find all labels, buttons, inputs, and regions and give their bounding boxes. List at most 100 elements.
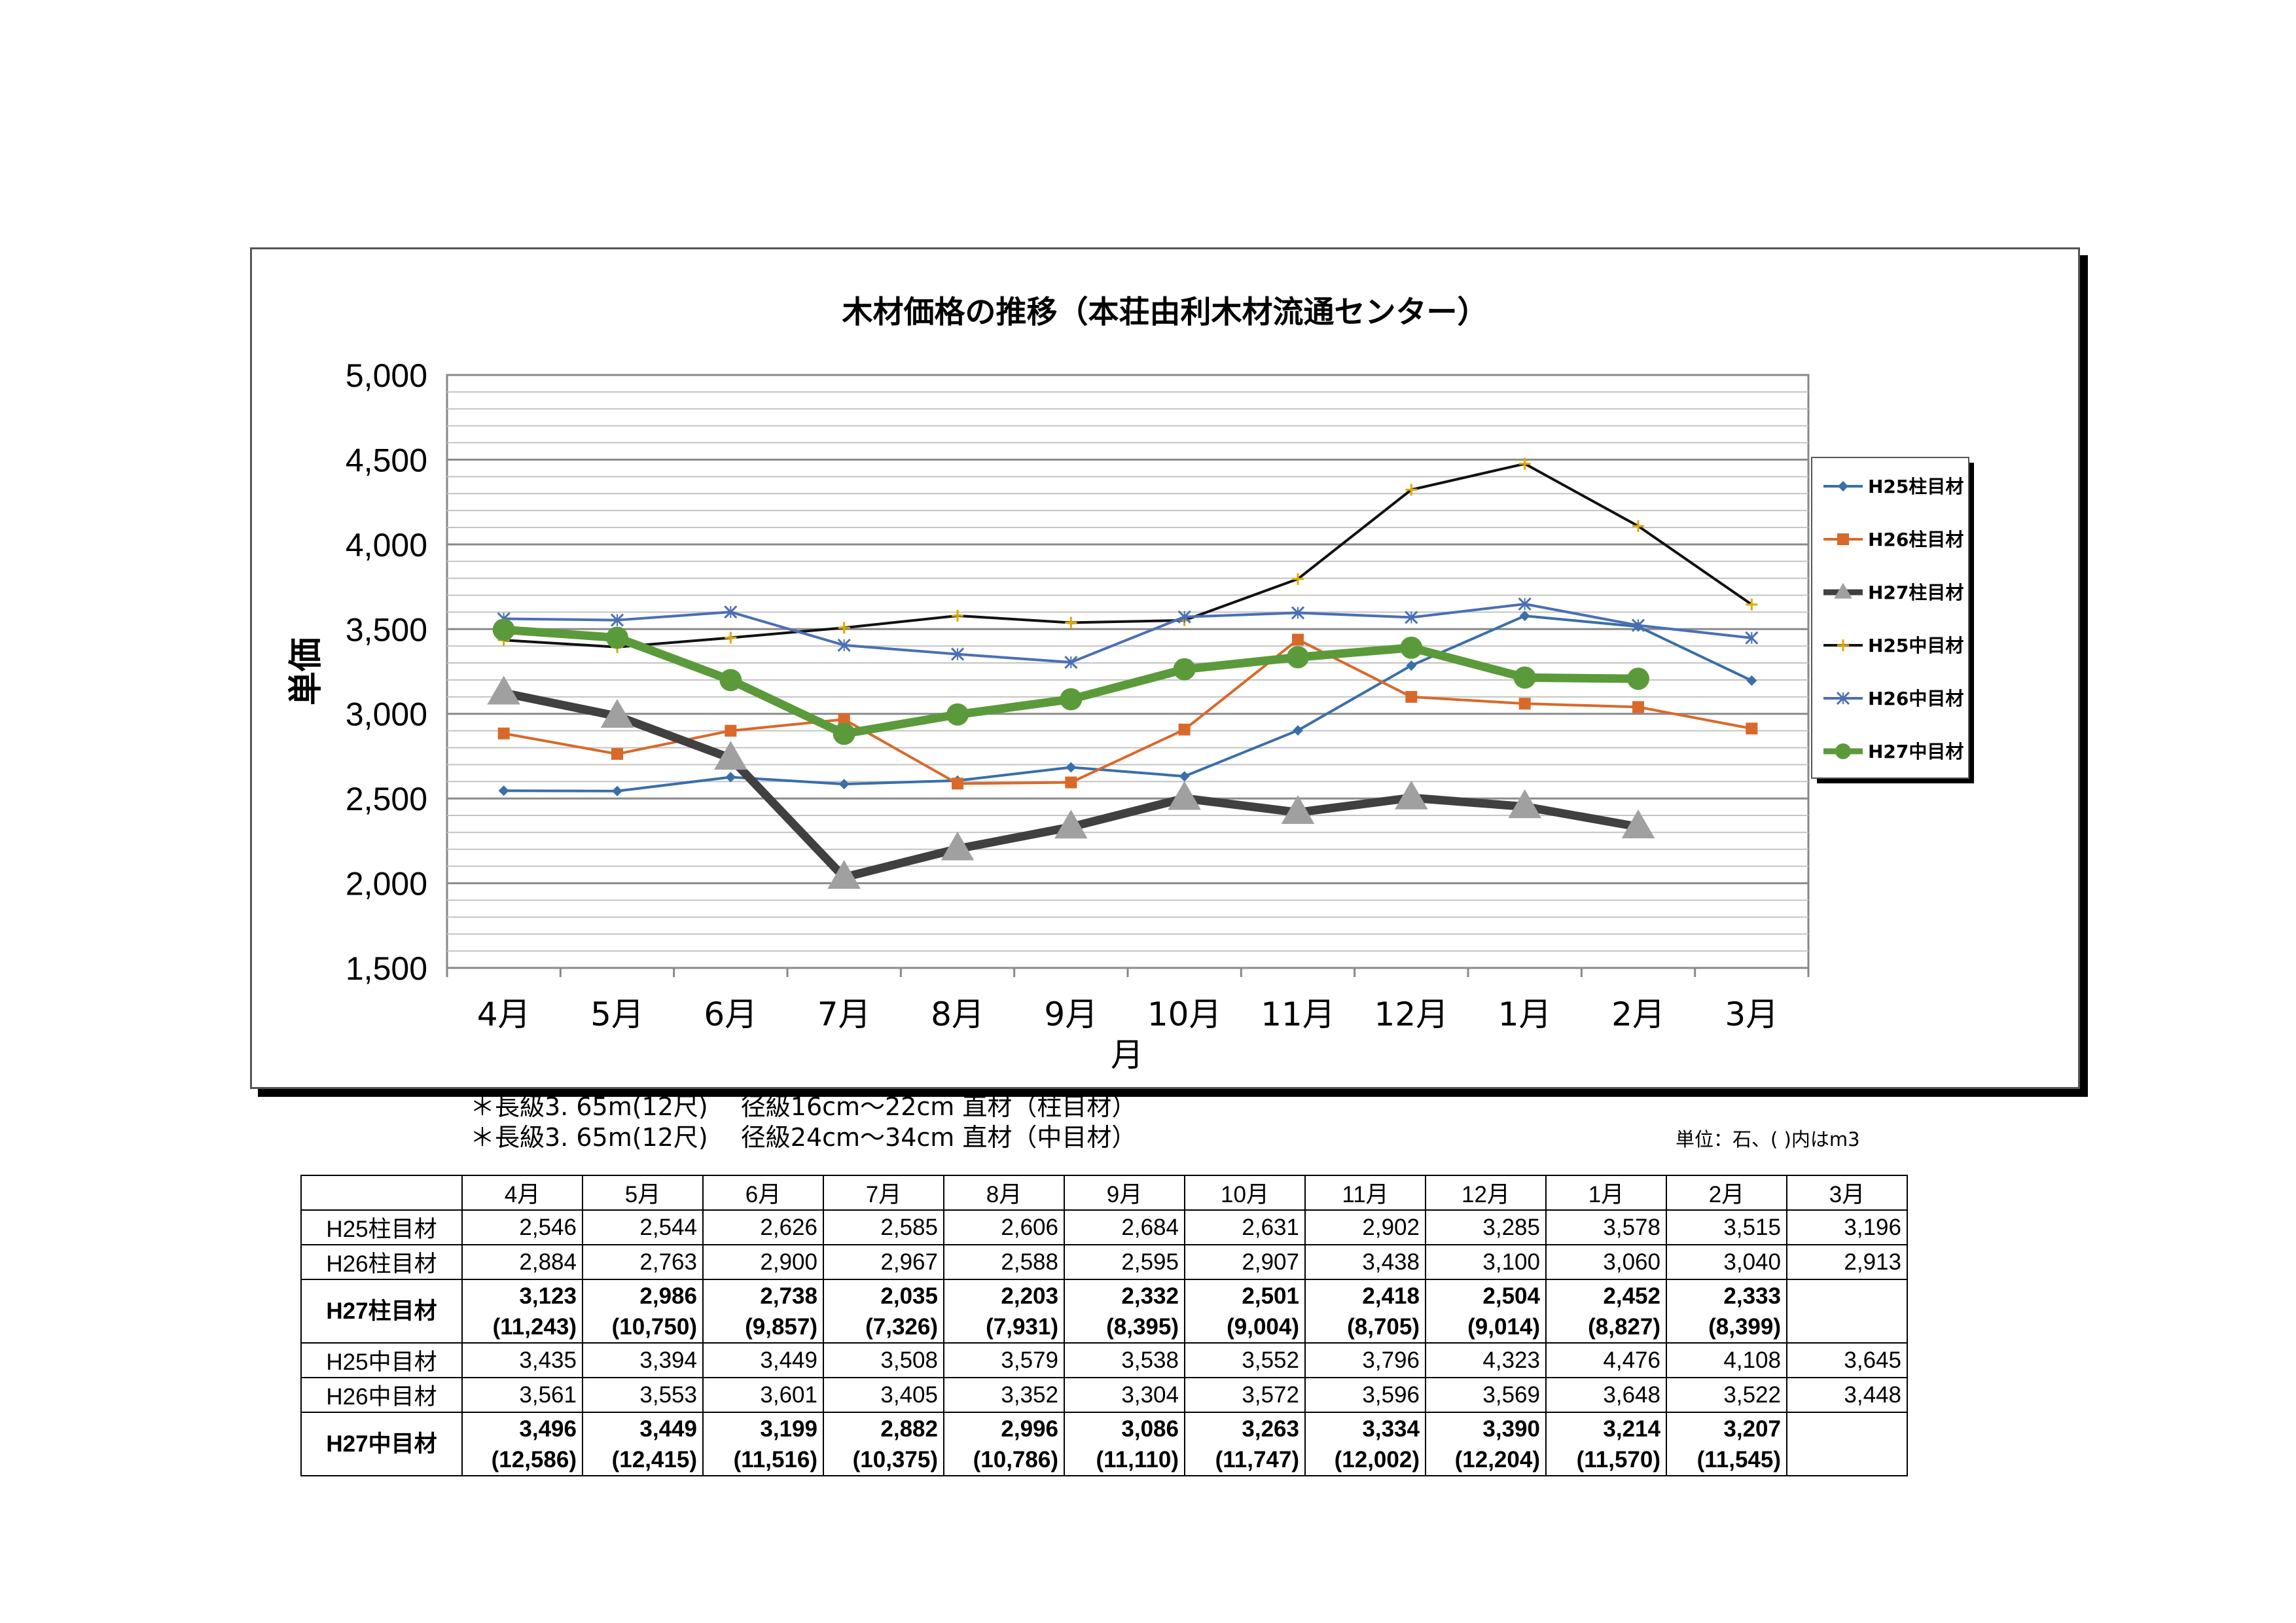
legend-box xyxy=(1811,457,1969,779)
table-cell: 3,522 xyxy=(1666,1377,1787,1413)
data-point xyxy=(1746,675,1757,686)
price-koku: 3,207 xyxy=(1723,1416,1781,1442)
table-cell: 3,196 xyxy=(1786,1209,1908,1245)
table-cell: 3,100 xyxy=(1425,1244,1547,1280)
data-point xyxy=(1177,610,1191,624)
price-m3: (9,857) xyxy=(745,1313,817,1340)
table-cell: 3,553 xyxy=(582,1377,704,1413)
table-header-cell: 10月 xyxy=(1184,1175,1306,1211)
price-koku: 2,333 xyxy=(1723,1283,1781,1309)
y-tick-label: 2,500 xyxy=(346,781,427,817)
data-point xyxy=(611,748,623,760)
data-point xyxy=(719,669,742,692)
table-cell: 3,648 xyxy=(1545,1377,1667,1413)
price-table: 4月 5月 6月 7月 8月 9月 10月 11月 12月 1月 2月 3月 H… xyxy=(300,1175,1908,1476)
table-row: H26中目材 3,561 3,553 3,601 3,405 3,352 3,304 3,57… xyxy=(300,1377,1908,1413)
table-cell: 3,645 xyxy=(1786,1342,1908,1378)
data-point xyxy=(487,675,520,705)
price-koku: 2,738 xyxy=(760,1283,817,1309)
data-point xyxy=(1631,618,1645,632)
table-header-cell: 4月 xyxy=(461,1175,583,1211)
price-koku: 2,332 xyxy=(1121,1283,1179,1309)
table-row: H25中目材 3,435 3,394 3,449 3,508 3,579 3,538 3,55… xyxy=(300,1342,1908,1378)
table-cell: 2,418 (8,705) xyxy=(1304,1279,1426,1344)
x-tick-label: 3月 xyxy=(1725,995,1778,1033)
data-point xyxy=(1168,781,1201,810)
row-label: H25中目材 xyxy=(300,1342,463,1378)
y-tick-label: 2,000 xyxy=(346,866,427,902)
table-cell: 3,515 xyxy=(1666,1209,1787,1245)
table-cell: 3,538 xyxy=(1064,1342,1185,1378)
table-row: H27中目材 3,496 (12,586) 3,449 (12,415) 3,199 (11… xyxy=(300,1412,1908,1476)
price-m3: (10,786) xyxy=(973,1446,1058,1472)
data-point xyxy=(1835,743,1851,759)
table-cell: 3,285 xyxy=(1425,1209,1547,1245)
table-cell: 3,601 xyxy=(702,1377,824,1413)
price-koku: 2,882 xyxy=(880,1416,938,1442)
table-cell: 3,394 xyxy=(582,1342,704,1378)
series-2 xyxy=(487,675,1655,889)
data-point xyxy=(1291,606,1305,620)
data-point xyxy=(714,741,747,770)
series-line xyxy=(503,615,1753,793)
data-point xyxy=(946,703,969,726)
data-point xyxy=(1292,573,1304,585)
legend-label: H27柱目材 xyxy=(1868,582,1964,603)
price-m3: (9,014) xyxy=(1467,1313,1540,1340)
legend-item: H26柱目材 xyxy=(1823,529,1964,550)
table-cell: 2,763 xyxy=(582,1244,704,1280)
data-point xyxy=(952,777,963,790)
price-koku: 2,452 xyxy=(1603,1283,1660,1309)
price-m3: (11,110) xyxy=(1096,1446,1179,1472)
x-tick-label: 5月 xyxy=(590,995,644,1033)
x-tick-label: 4月 xyxy=(477,995,531,1033)
data-point xyxy=(1064,655,1078,669)
data-point xyxy=(1746,598,1758,611)
x-tick-label: 9月 xyxy=(1044,995,1098,1033)
price-koku: 2,418 xyxy=(1362,1283,1420,1309)
price-m3: (12,415) xyxy=(611,1446,697,1472)
data-point xyxy=(610,613,624,627)
table-cell: 2,544 xyxy=(582,1209,704,1245)
data-point xyxy=(724,605,738,619)
table-header-cell: 3月 xyxy=(1786,1175,1908,1211)
data-point xyxy=(838,779,850,790)
price-koku: 2,203 xyxy=(1001,1283,1058,1309)
table-cell: 3,448 xyxy=(1786,1377,1908,1413)
data-point xyxy=(606,626,628,649)
price-m3: (10,375) xyxy=(852,1446,938,1472)
data-point xyxy=(1179,771,1190,782)
legend-label: H26柱目材 xyxy=(1868,529,1964,550)
data-point xyxy=(1292,633,1304,646)
price-koku: 3,449 xyxy=(639,1416,697,1442)
table-header-cell: 5月 xyxy=(582,1175,704,1211)
table-cell: 2,900 xyxy=(702,1244,824,1280)
data-point xyxy=(1281,794,1315,824)
table-cell: 2,986 (10,750) xyxy=(582,1279,704,1344)
price-koku: 2,035 xyxy=(880,1283,938,1309)
table-cell: 2,884 xyxy=(461,1244,583,1280)
legend-label: H25中目材 xyxy=(1868,635,1964,656)
table-cell: 2,203 (7,931) xyxy=(943,1279,1065,1344)
price-m3: (12,204) xyxy=(1454,1446,1540,1472)
legend-label: H26中目材 xyxy=(1868,688,1964,709)
table-cell: 3,390 (12,204) xyxy=(1425,1412,1547,1476)
x-tick-label: 1月 xyxy=(1498,995,1552,1033)
y-tick-label: 3,000 xyxy=(346,696,427,733)
table-cell: 2,588 xyxy=(943,1244,1065,1280)
table-cell: 2,907 xyxy=(1184,1244,1306,1280)
table-cell: 2,631 xyxy=(1184,1209,1306,1245)
table-cell: 3,199 (11,516) xyxy=(702,1412,824,1476)
table-cell: 2,501 (9,004) xyxy=(1184,1279,1306,1344)
data-point xyxy=(1054,810,1088,839)
price-koku: 2,501 xyxy=(1242,1283,1299,1309)
table-cell: 3,596 xyxy=(1304,1377,1426,1413)
data-point xyxy=(1518,457,1531,470)
price-m3: (8,827) xyxy=(1588,1313,1660,1340)
price-m3: (11,545) xyxy=(1696,1446,1781,1472)
data-point xyxy=(1293,725,1303,736)
data-point xyxy=(1745,631,1759,645)
table-cell: 3,572 xyxy=(1184,1377,1306,1413)
data-point xyxy=(725,772,736,783)
data-point xyxy=(1406,660,1417,671)
